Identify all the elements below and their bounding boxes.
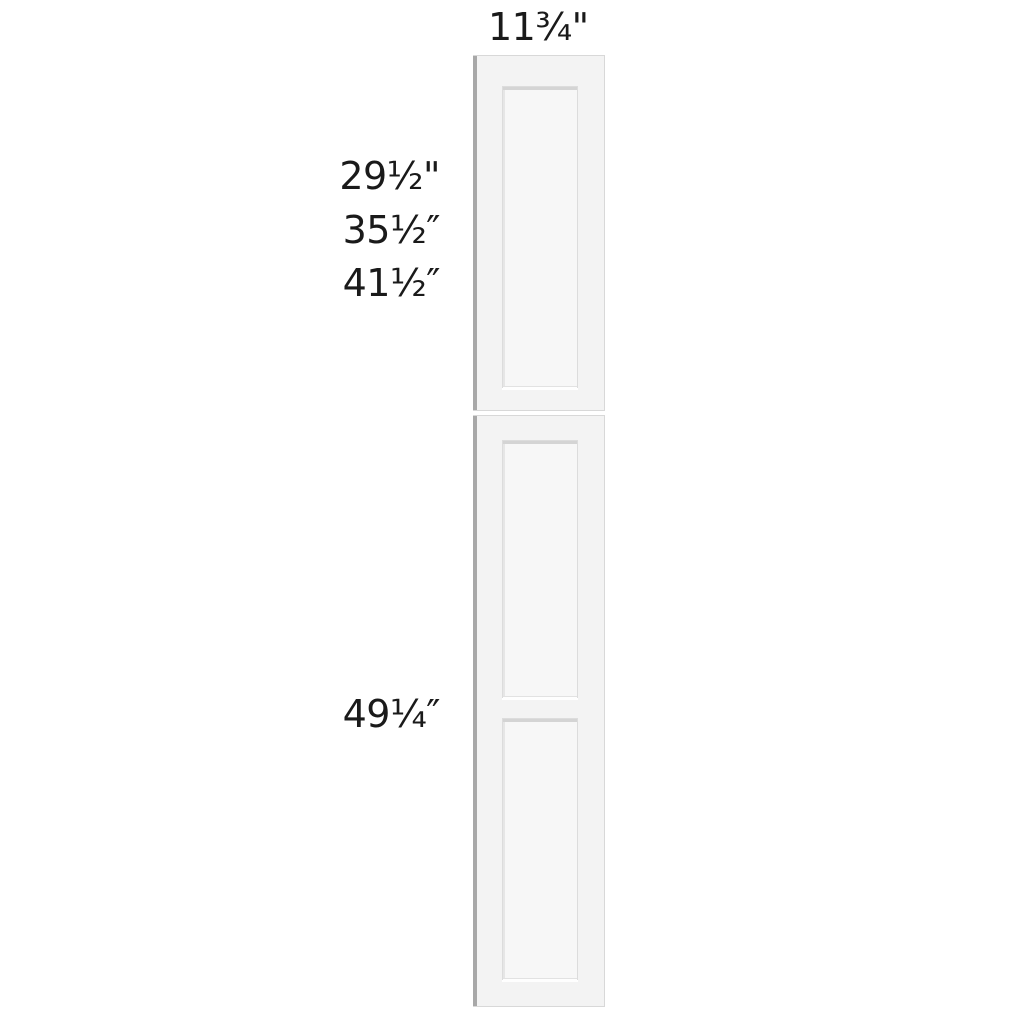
lower-door-height-label: 49¼″ — [342, 692, 441, 736]
width-dimension-label: 11¾" — [488, 5, 589, 49]
height-dimension-label-3: 41½″ — [342, 261, 441, 305]
lower-door-top-panel — [502, 440, 578, 700]
height-dimension-label-2: 35½″ — [342, 208, 441, 252]
height-dimension-label-1: 29½" — [339, 154, 440, 198]
upper-cabinet-door — [473, 55, 605, 411]
lower-cabinet-door — [473, 415, 605, 1007]
lower-door-bottom-panel — [502, 718, 578, 982]
upper-door-recessed-panel — [502, 86, 578, 390]
